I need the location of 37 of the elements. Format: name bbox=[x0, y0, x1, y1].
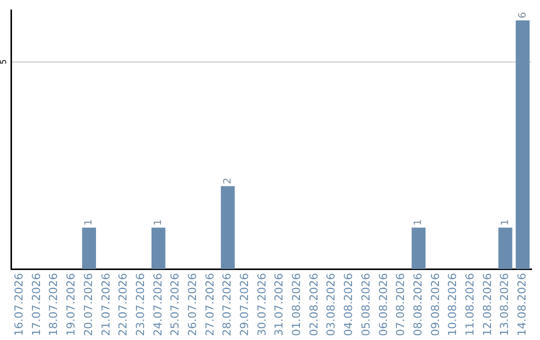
x-tick-label: 28.07.2026 bbox=[220, 273, 234, 336]
x-tick-label: 09.08.2026 bbox=[428, 273, 442, 336]
y-tick-label: 5 bbox=[0, 59, 8, 64]
x-tick-label: 06.08.2026 bbox=[376, 273, 390, 336]
data-label: 1 bbox=[500, 219, 511, 226]
x-tick-label: 24.07.2026 bbox=[151, 273, 164, 336]
x-tick-label: 25.07.2026 bbox=[168, 273, 182, 336]
x-tick-label: 31.07.2026 bbox=[272, 273, 286, 336]
x-tick-label: 19.07.2026 bbox=[64, 273, 78, 336]
x-tick-label: 04.08.2026 bbox=[342, 273, 356, 336]
x-tick-label: 26.07.2026 bbox=[186, 273, 199, 336]
x-tick-label: 11.08.2026 bbox=[463, 273, 476, 336]
x-tick-label: 27.07.2026 bbox=[203, 273, 216, 336]
x-tick-label: 16.07.2026 bbox=[12, 273, 26, 336]
x-tick-label: 21.07.2026 bbox=[99, 273, 112, 336]
x-tick-label: 07.08.2026 bbox=[394, 273, 408, 336]
x-tick-label: 10.08.2026 bbox=[446, 273, 460, 336]
x-tick-label: 03.08.2026 bbox=[324, 273, 338, 336]
x-tick-label: 14.08.2026 bbox=[516, 273, 529, 336]
data-label: 1 bbox=[413, 219, 424, 226]
x-tick-label: 08.08.2026 bbox=[411, 273, 424, 336]
x-tick-label: 18.07.2026 bbox=[47, 273, 60, 336]
x-tick-label: 23.07.2026 bbox=[134, 273, 147, 336]
x-tick-label: 01.08.2026 bbox=[290, 273, 304, 336]
x-tick-label: 29.07.2026 bbox=[238, 273, 252, 336]
x-tick-label: 12.08.2026 bbox=[480, 273, 494, 336]
x-tick-label: 17.07.2026 bbox=[30, 273, 43, 336]
data-label: 1 bbox=[153, 219, 164, 226]
x-tick-label: 05.08.2026 bbox=[359, 273, 372, 336]
x-tick-label: 02.08.2026 bbox=[307, 273, 320, 336]
x-tick-label: 13.08.2026 bbox=[498, 273, 512, 336]
data-label: 2 bbox=[222, 178, 234, 184]
data-label: 1 bbox=[84, 219, 95, 226]
x-tick-label: 20.07.2026 bbox=[82, 273, 95, 336]
x-tick-label: 30.07.2026 bbox=[255, 273, 268, 336]
data-label: 6 bbox=[517, 12, 528, 18]
x-tick-label: 22.07.2026 bbox=[116, 273, 130, 336]
